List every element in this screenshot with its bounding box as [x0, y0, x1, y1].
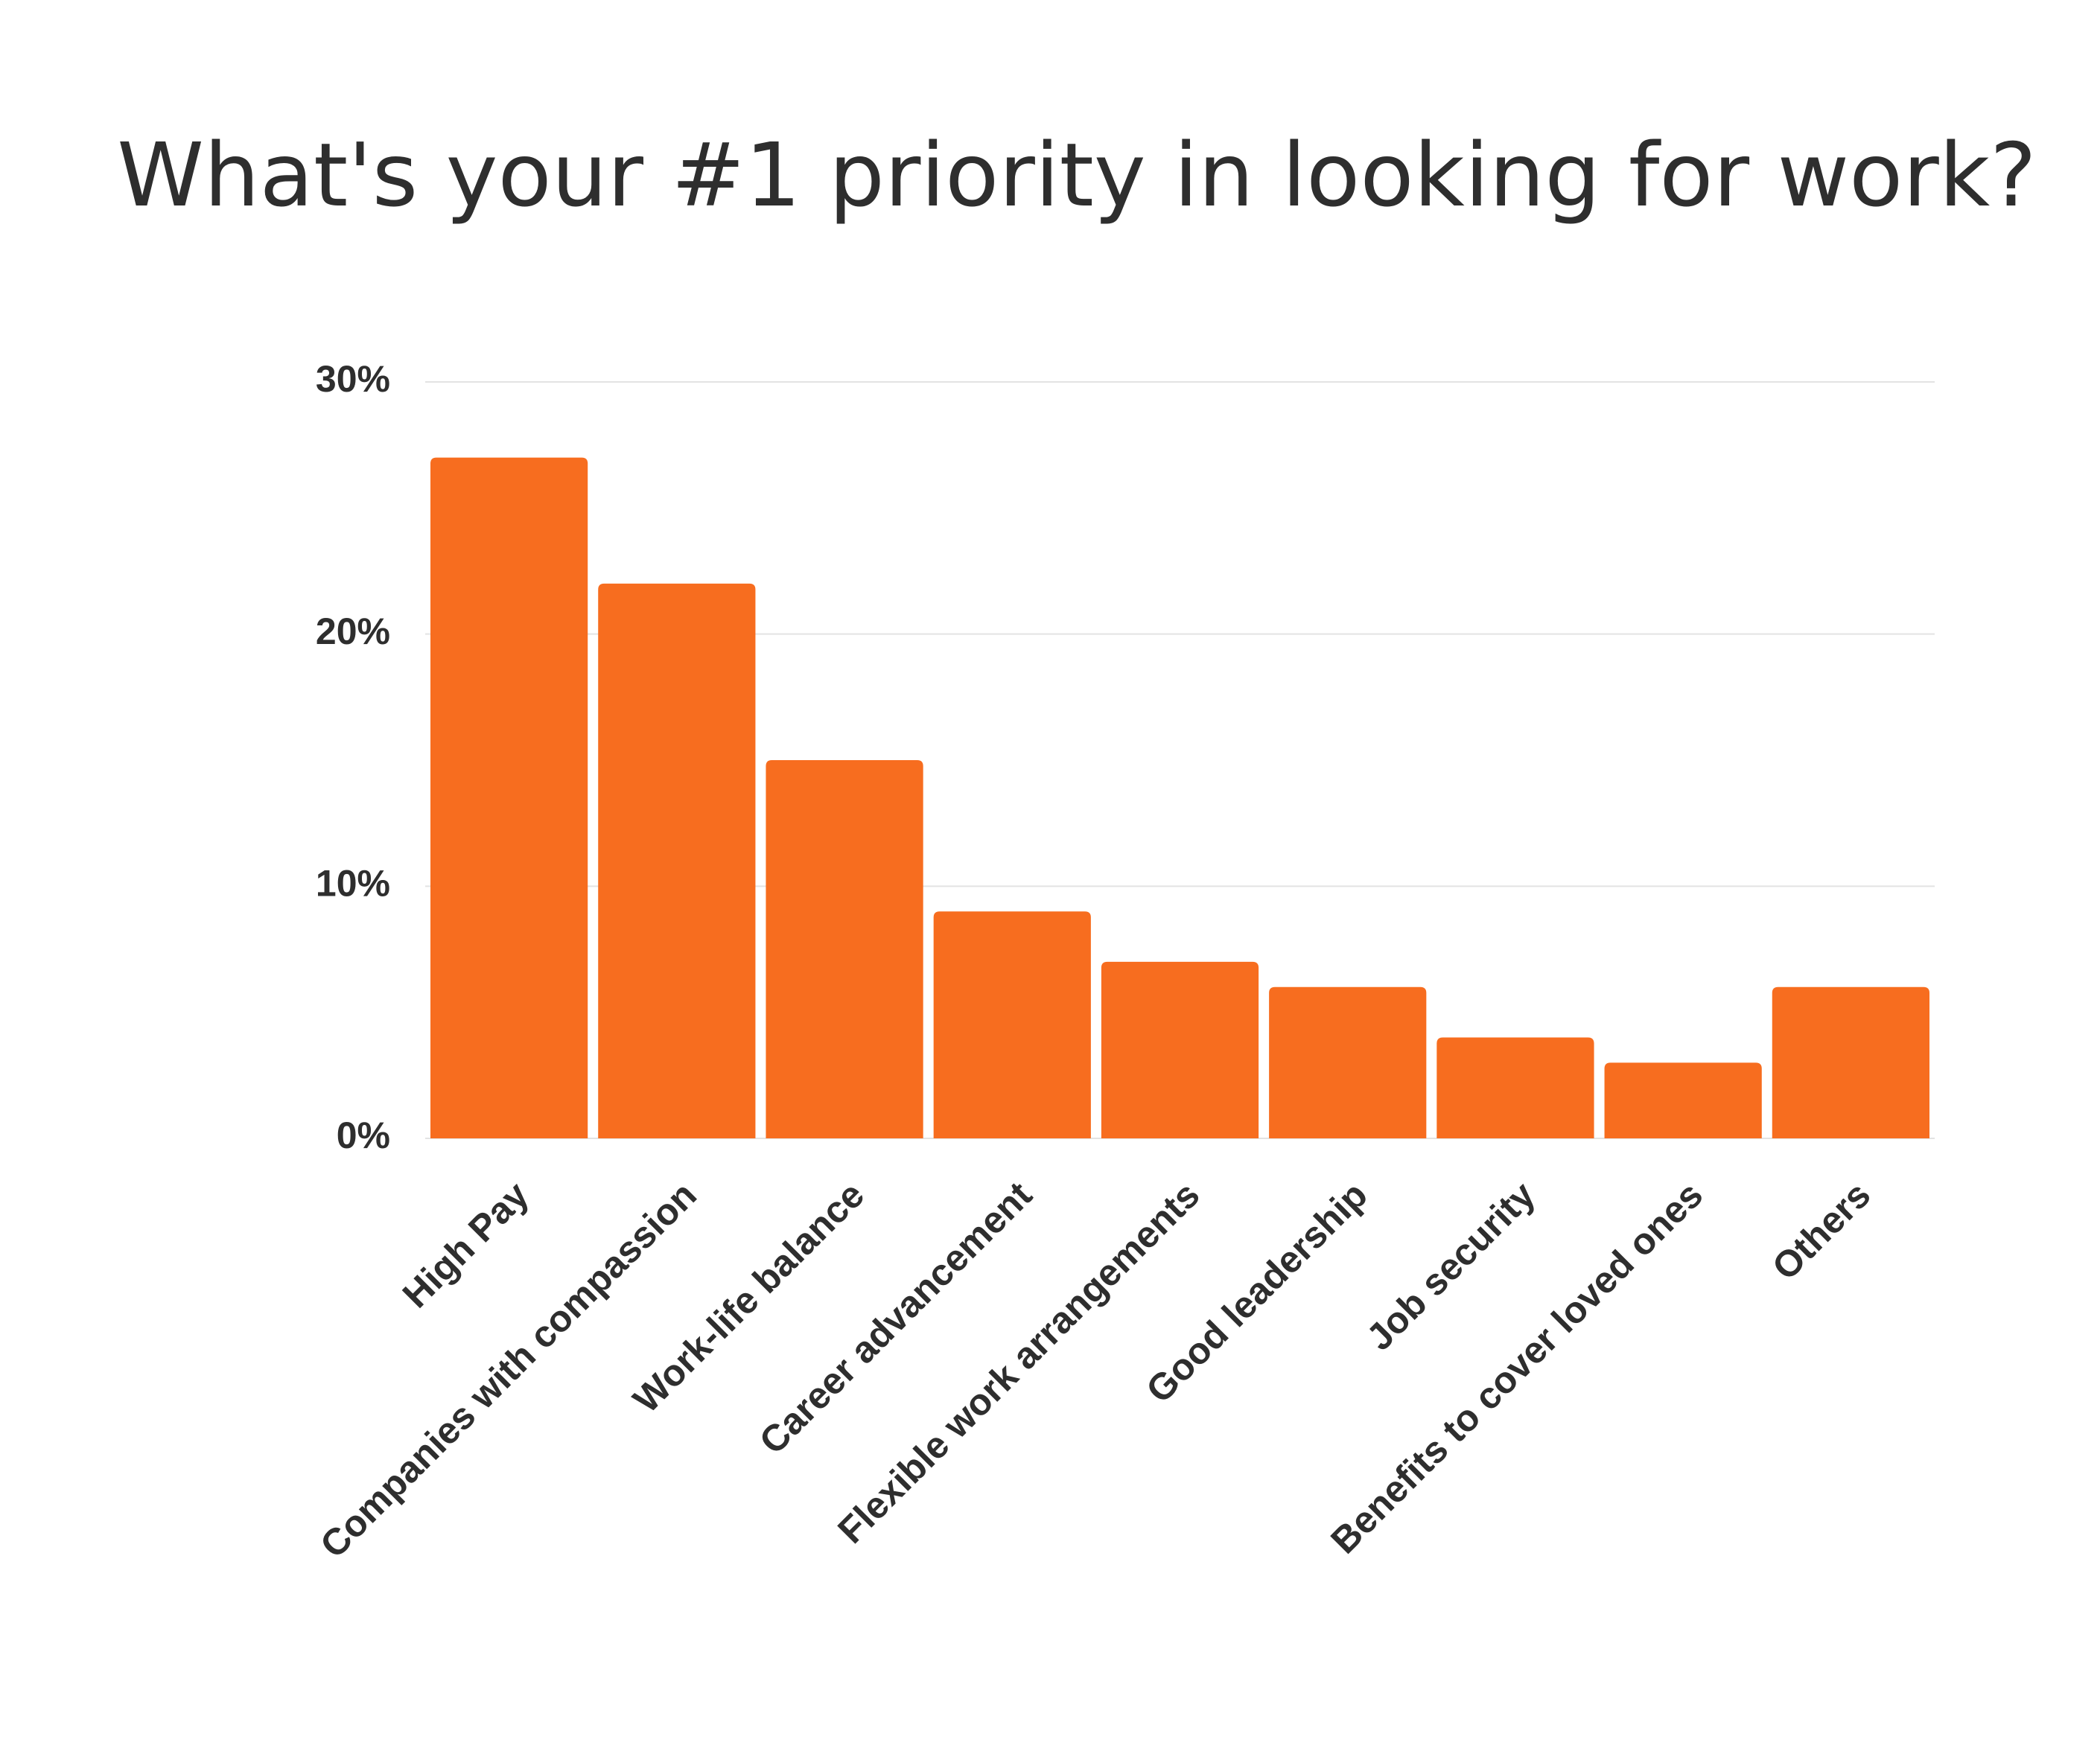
bar — [933, 911, 1091, 1138]
bar — [430, 457, 588, 1138]
y-tick-label: 30% — [316, 358, 390, 400]
bar — [766, 760, 923, 1138]
bar — [1101, 961, 1259, 1138]
bar — [1772, 986, 1929, 1138]
bar — [598, 583, 756, 1138]
y-tick-label: 20% — [316, 610, 390, 652]
bar — [1436, 1037, 1594, 1138]
bar — [1269, 986, 1427, 1138]
chart-title: What's your #1 priority in looking for w… — [117, 124, 2037, 226]
bar — [1604, 1062, 1762, 1138]
y-tick-label: 10% — [316, 863, 390, 905]
y-tick-label: 0% — [337, 1115, 390, 1156]
